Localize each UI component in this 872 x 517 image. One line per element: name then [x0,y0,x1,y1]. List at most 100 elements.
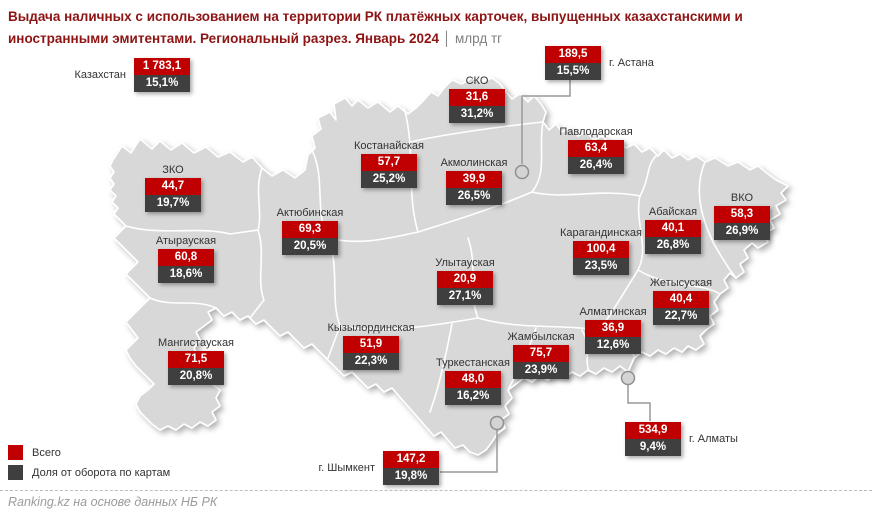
region-astana: г. Астана 189,5 15,5% [545,46,654,80]
region-mangystau: Мангистауская 71,5 20,8% [158,337,234,385]
value-total: 534,9 [625,422,681,439]
legend-item-share: Доля от оборота по картам [8,465,170,480]
value-box: 44,7 19,7% [145,178,201,212]
value-share: 27,1% [437,288,493,305]
legend-item-total: Всего [8,445,170,460]
value-share: 20,5% [282,238,338,255]
value-box: 48,0 16,2% [445,371,501,405]
region-name: г. Шымкент [318,462,376,474]
city-markers [489,164,636,431]
page-title: Выдача наличных с использованием на терр… [8,6,840,49]
value-share: 16,2% [445,388,501,405]
region-atyrau: Атырауская 60,8 18,6% [156,235,216,283]
region-zhambyl: Жамбылская 75,7 23,9% [507,331,575,379]
astana-connector [521,80,571,164]
region-sko: СКО 31,6 31,2% [449,75,505,123]
value-box: 1 783,1 15,1% [134,58,190,92]
region-name: Костанайская [353,140,425,152]
value-share: 19,7% [145,195,201,212]
value-share: 15,5% [545,63,601,80]
region-name: Атырауская [155,235,217,247]
value-box: 71,5 20,8% [168,351,224,385]
value-box: 189,5 15,5% [545,46,601,80]
value-total: 58,3 [714,206,770,223]
value-share: 9,4% [625,439,681,456]
legend-swatch-grey [8,465,23,480]
region-zhetysu: Жетысуская 40,4 22,7% [650,277,712,325]
region-name: Карагандинская [560,227,642,239]
title-separator: │ [442,30,452,46]
value-total: 51,9 [343,336,399,353]
legend: Всего Доля от оборота по картам [8,445,170,485]
region-kazakhstan: Казахстан 1 783,1 15,1% [74,58,190,92]
title-unit-wrap: │ млрд тг [443,31,502,46]
region-almaty-city: г. Алматы 534,9 9,4% [625,422,738,456]
value-share: 26,9% [714,223,770,240]
region-name: СКО [465,75,489,87]
value-box: 69,3 20,5% [282,221,338,255]
value-total: 189,5 [545,46,601,63]
region-name: г. Алматы [689,433,738,445]
value-share: 31,2% [449,106,505,123]
value-total: 100,4 [573,241,629,258]
region-zko: ЗКО 44,7 19,7% [145,164,201,212]
value-share: 18,6% [158,266,214,283]
region-aktobe: Актюбинская 69,3 20,5% [277,207,343,255]
region-kyzylorda: Кызылординская 51,9 22,3% [327,322,415,370]
value-share: 12,6% [585,337,641,354]
value-total: 147,2 [383,451,439,468]
value-share: 23,5% [573,258,629,275]
value-total: 60,8 [158,249,214,266]
value-total: 57,7 [361,154,417,171]
region-name: Акмолинская [440,157,508,169]
value-box: 100,4 23,5% [573,241,629,275]
value-share: 26,5% [446,188,502,205]
almaty-connector [627,385,651,421]
value-box: 57,7 25,2% [361,154,417,188]
region-shymkent: г. Шымкент 147,2 19,8% [319,451,439,485]
value-total: 39,9 [446,171,502,188]
value-total: 20,9 [437,271,493,288]
value-share: 26,4% [568,157,624,174]
city-connectors [440,80,651,473]
value-box: 31,6 31,2% [449,89,505,123]
astana-marker [514,164,530,180]
title-unit: млрд тг [455,30,503,46]
value-share: 25,2% [361,171,417,188]
value-box: 63,4 26,4% [568,140,624,174]
shymkent-connector [440,430,498,473]
value-box: 36,9 12,6% [585,320,641,354]
region-almaty-obl: Алматинская 36,9 12,6% [579,306,647,354]
region-name: Жамбылская [507,331,575,343]
value-total: 63,4 [568,140,624,157]
region-akmola: Акмолинская 39,9 26,5% [441,157,507,205]
value-total: 44,7 [145,178,201,195]
value-box: 75,7 23,9% [513,345,569,379]
value-box: 51,9 22,3% [343,336,399,370]
region-turkestan: Туркестанская 48,0 16,2% [436,357,510,405]
region-name: Актюбинская [276,207,344,219]
value-total: 40,4 [653,291,709,308]
shymkent-marker [489,415,505,431]
region-ulytau: Улытауская 20,9 27,1% [435,257,495,305]
region-name: г. Астана [609,57,654,69]
source-note: Ranking.kz на основе данных НБ РК [8,495,218,509]
region-name: Кызылординская [327,322,415,334]
value-box: 40,4 22,7% [653,291,709,325]
region-name: ЗКО [162,164,184,176]
region-kostanay: Костанайская 57,7 25,2% [354,140,424,188]
value-box: 534,9 9,4% [625,422,681,456]
value-total: 31,6 [449,89,505,106]
value-box: 58,3 26,9% [714,206,770,240]
region-abai: Абайская 40,1 26,8% [645,206,701,254]
region-karaganda: Карагандинская 100,4 23,5% [560,227,642,275]
region-name: Алматинская [579,306,647,318]
region-name: Улытауская [435,257,495,269]
value-box: 147,2 19,8% [383,451,439,485]
value-share: 22,3% [343,353,399,370]
region-name: Казахстан [74,69,126,81]
title-text: Выдача наличных с использованием на терр… [8,9,743,46]
region-name: ВКО [730,192,754,204]
value-box: 60,8 18,6% [158,249,214,283]
legend-label: Доля от оборота по картам [32,466,171,479]
